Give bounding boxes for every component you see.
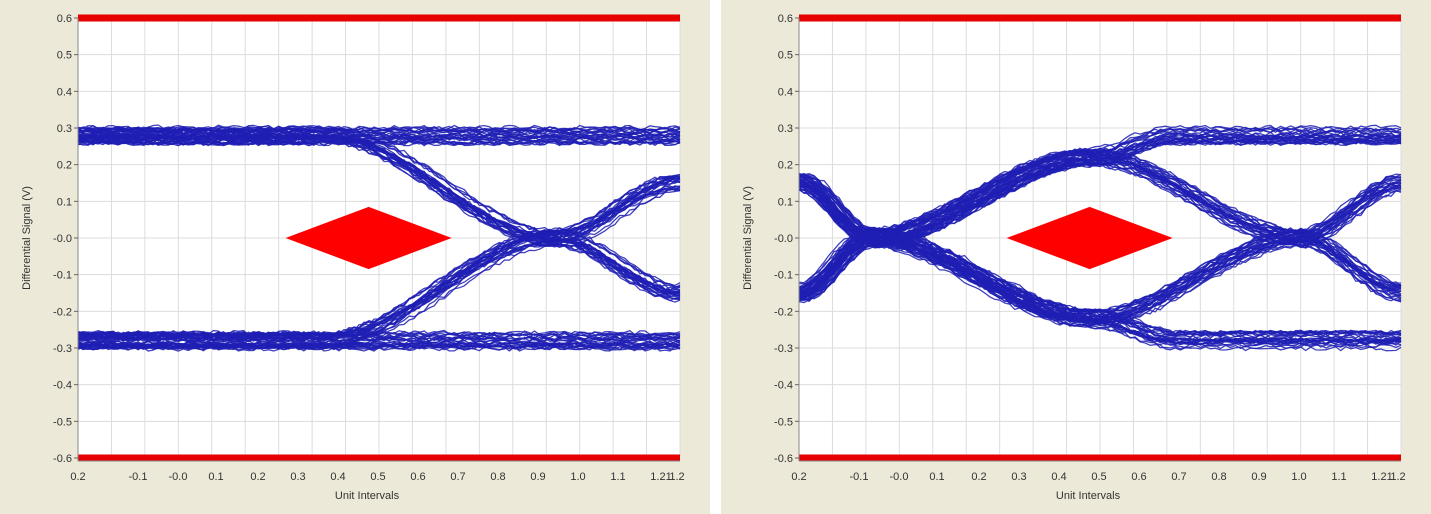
y-axis-title: Differential Signal (V) bbox=[742, 186, 754, 290]
x-tick-label: 0.4 bbox=[1051, 471, 1066, 483]
x-tick-label: 1.1 bbox=[1331, 471, 1346, 483]
y-tick-label: -0.0 bbox=[774, 233, 793, 245]
y-axis-title: Differential Signal (V) bbox=[21, 186, 33, 290]
y-tick-label: 0.5 bbox=[57, 50, 72, 62]
x-axis-title: Unit Intervals bbox=[335, 490, 400, 502]
y-tick-label: -0.3 bbox=[774, 343, 793, 355]
x-tick-label: 0.5 bbox=[370, 471, 385, 483]
x-tick-label: 0.6 bbox=[410, 471, 425, 483]
traces bbox=[77, 124, 681, 352]
trace-line bbox=[77, 125, 681, 132]
x-tick-label: -0.0 bbox=[169, 471, 188, 483]
y-tick-label: 0.4 bbox=[57, 86, 72, 98]
y-tick-label: -0.1 bbox=[53, 270, 72, 282]
trace-line bbox=[798, 188, 1402, 352]
eye-diagram-chart-left: 0.6 0.5 0.4 0.3 0.2 0.1 -0.0 -0.1 -0.2 -0.3 -0.4 -0… bbox=[21, 13, 685, 502]
eye-diagram-panel-right: 0.6 0.5 0.4 0.3 0.2 0.1 -0.0 -0.1 -0.2 -0.3 -0.4 -0… bbox=[721, 0, 1431, 514]
x-tick-label: 1.1 bbox=[610, 471, 625, 483]
x-tick-label: 1.0 bbox=[570, 471, 585, 483]
trace-line bbox=[77, 330, 681, 337]
x-tick-label: 0.5 bbox=[1091, 471, 1106, 483]
y-tick-label: 0.5 bbox=[778, 50, 793, 62]
x-tick-label: 0.9 bbox=[530, 471, 545, 483]
x-tick-label: 0.2 bbox=[971, 471, 986, 483]
eye-mask bbox=[285, 206, 452, 270]
x-axis-title: Unit Intervals bbox=[1056, 490, 1121, 502]
y-tick-label: -0.1 bbox=[774, 270, 793, 282]
y-tick-label: -0.6 bbox=[53, 453, 72, 465]
y-tick-label: -0.3 bbox=[53, 343, 72, 355]
x-tick-label: 0.7 bbox=[450, 471, 465, 483]
x-tick-label: 0.2 bbox=[70, 471, 85, 483]
y-tick-label: 0.4 bbox=[778, 86, 793, 98]
traces bbox=[798, 124, 1402, 352]
trace-line bbox=[77, 140, 681, 147]
x-tick-label: 1.2 bbox=[1390, 471, 1405, 483]
y-tick-label: -0.2 bbox=[774, 306, 793, 318]
x-tick-label: 0.1 bbox=[929, 471, 944, 483]
x-tick-label: 1.21 bbox=[650, 471, 671, 483]
x-tick-label: 0.9 bbox=[1251, 471, 1266, 483]
y-tick-label: -0.4 bbox=[774, 380, 793, 392]
trace-line bbox=[798, 125, 1402, 288]
x-tick-label: 0.2 bbox=[250, 471, 265, 483]
y-tick-label: -0.6 bbox=[774, 453, 793, 465]
y-tick-label: -0.5 bbox=[53, 416, 72, 428]
x-tick-label: 0.8 bbox=[1211, 471, 1226, 483]
x-tick-label: 0.2 bbox=[791, 471, 806, 483]
trace-line bbox=[798, 188, 1402, 350]
x-tick-label: -0.1 bbox=[850, 471, 869, 483]
trace-line bbox=[77, 124, 681, 131]
x-tick-label: 0.6 bbox=[1131, 471, 1146, 483]
y-tick-label: 0.3 bbox=[57, 123, 72, 135]
trace-line bbox=[798, 127, 1402, 291]
trace-line bbox=[77, 139, 681, 146]
trace-line bbox=[77, 343, 681, 349]
x-tick-label: -0.0 bbox=[890, 471, 909, 483]
x-tick-label: 1.21 bbox=[1371, 471, 1392, 483]
trace-line bbox=[77, 344, 681, 351]
x-tick-label: 0.3 bbox=[290, 471, 305, 483]
trace-line bbox=[77, 332, 681, 338]
x-tick-label: 0.8 bbox=[490, 471, 505, 483]
eye-diagram-panel-left: 0.6 0.5 0.4 0.3 0.2 0.1 -0.0 -0.1 -0.2 -0.3 -0.4 -0… bbox=[0, 0, 710, 514]
y-tick-label: 0.1 bbox=[57, 196, 72, 208]
x-tick-label: 0.1 bbox=[208, 471, 223, 483]
eye-diagram-chart-right: 0.6 0.5 0.4 0.3 0.2 0.1 -0.0 -0.1 -0.2 -0.3 -0.4 -0… bbox=[742, 13, 1406, 502]
x-tick-label: 1.2 bbox=[669, 471, 684, 483]
trace-line bbox=[77, 131, 681, 138]
trace-line bbox=[77, 341, 681, 347]
y-tick-label: 0.3 bbox=[778, 123, 793, 135]
y-tick-label: 0.1 bbox=[778, 196, 793, 208]
y-tick-label: -0.4 bbox=[53, 380, 72, 392]
trace-line bbox=[78, 336, 681, 343]
x-tick-label: 0.7 bbox=[1171, 471, 1186, 483]
y-tick-label: -0.2 bbox=[53, 306, 72, 318]
y-tick-label: -0.0 bbox=[53, 233, 72, 245]
x-tick-label: 1.0 bbox=[1291, 471, 1306, 483]
x-tick-label: -0.1 bbox=[129, 471, 148, 483]
y-tick-label: -0.5 bbox=[774, 416, 793, 428]
x-tick-label: 0.4 bbox=[330, 471, 345, 483]
y-tick-label: 0.6 bbox=[57, 13, 72, 25]
y-tick-label: 0.6 bbox=[778, 13, 793, 25]
y-tick-label: 0.2 bbox=[778, 160, 793, 172]
trace-line bbox=[798, 133, 1402, 295]
trace-line bbox=[77, 133, 681, 139]
y-tick-label: 0.2 bbox=[57, 160, 72, 172]
x-tick-label: 0.3 bbox=[1011, 471, 1026, 483]
